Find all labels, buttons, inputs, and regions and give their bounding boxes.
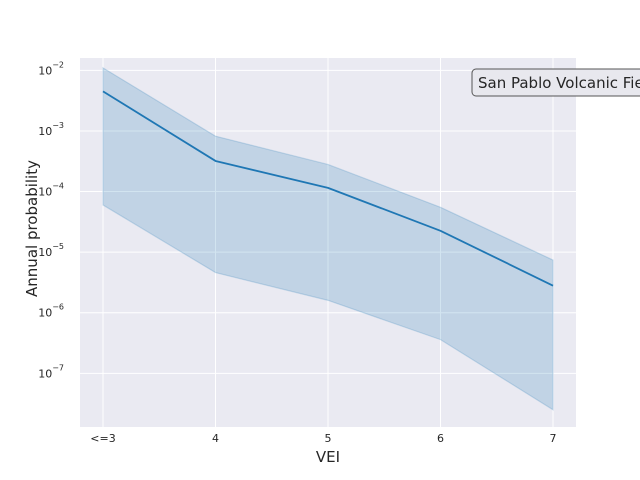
- y-tick-label: 10−7: [38, 363, 64, 380]
- x-axis-label: VEI: [316, 448, 340, 466]
- y-tick-label: 10−4: [38, 182, 64, 199]
- x-tick-label: 5: [325, 432, 332, 445]
- tick-labels: <=3 4 5 6 7 10−7 10−6 10−5 10−4 10−3 10−2: [38, 60, 556, 445]
- y-tick-label: 10−5: [38, 242, 64, 259]
- annotation-text: San Pablo Volcanic Field: [478, 74, 640, 92]
- x-tick-label: 4: [212, 432, 219, 445]
- x-tick-label: 6: [437, 432, 444, 445]
- confidence-band: [102, 66, 554, 411]
- confidence-band-area: [102, 66, 554, 411]
- y-axis-label: Annual probability: [23, 160, 41, 297]
- y-tick-label: 10−6: [38, 303, 64, 320]
- annotation-box: [471, 68, 640, 97]
- x-tick-label: 7: [550, 432, 557, 445]
- y-tick-label: 10−2: [38, 60, 64, 77]
- median-line: [102, 90, 554, 287]
- x-tick-label: <=3: [90, 432, 115, 445]
- y-tick-label: 10−3: [38, 121, 64, 138]
- median-series-line: [102, 90, 554, 287]
